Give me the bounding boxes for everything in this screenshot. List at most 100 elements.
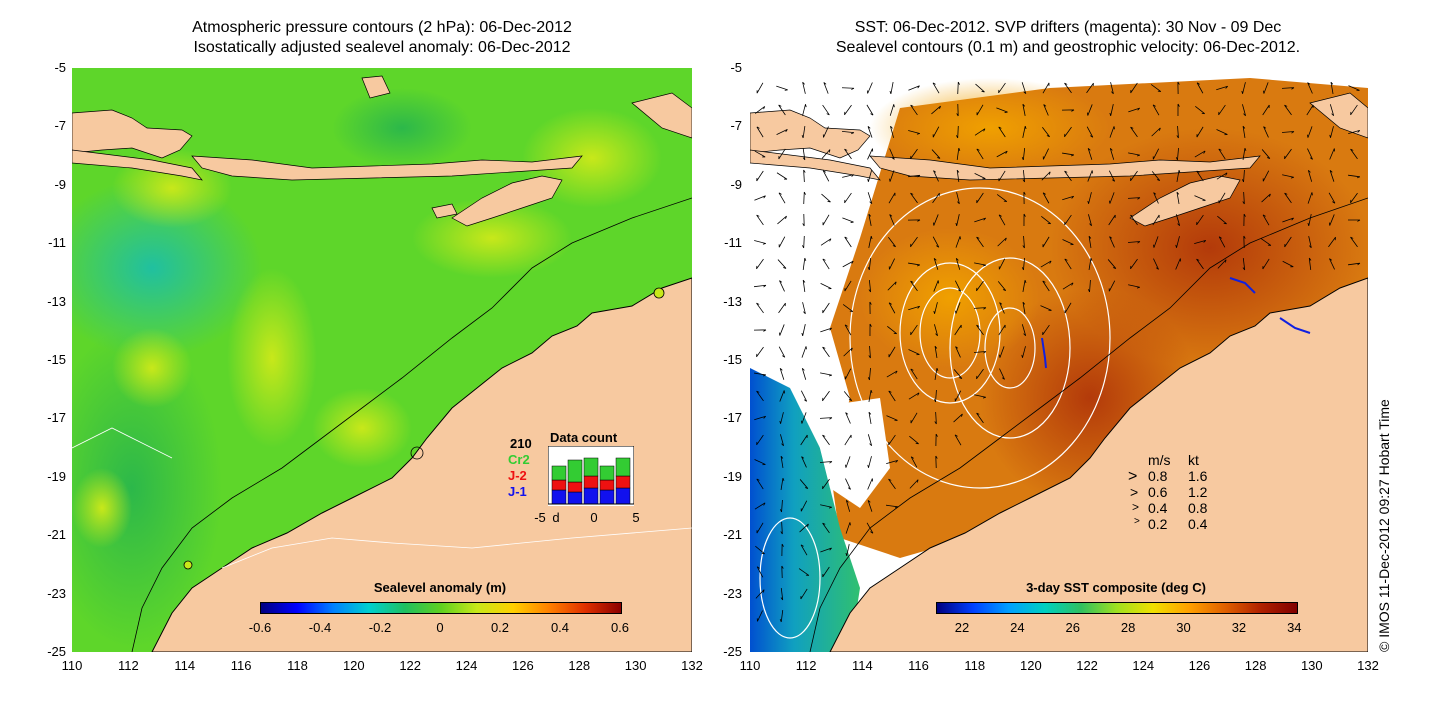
- velocity-arrow: [1088, 214, 1092, 227]
- left-ytick: -7: [54, 118, 66, 134]
- velocity-arrow: [844, 324, 852, 336]
- velocity-arrow: [866, 522, 874, 534]
- velocity-arrow: [1347, 219, 1361, 222]
- left-ytick: -11: [48, 235, 66, 251]
- sla-colorbar-tick: 0.4: [550, 620, 570, 635]
- velocity-arrow: [842, 174, 855, 178]
- right-xtick: 130: [1300, 658, 1323, 673]
- inset-bar: [615, 487, 631, 505]
- left-xtick: 116: [230, 658, 252, 673]
- right-ytick: -17: [723, 410, 742, 426]
- velocity-arrow: [1064, 170, 1072, 182]
- velocity-arrow: [867, 170, 873, 182]
- velocity-arrow: [1109, 192, 1115, 204]
- velocity-arrow: [1130, 214, 1138, 226]
- right-ytick: -5: [730, 60, 742, 75]
- velocity-arrow: [820, 504, 832, 509]
- velocity-arrow: [1306, 104, 1314, 116]
- velocity-arrow: [1216, 129, 1228, 136]
- velocity-arrow: [955, 214, 960, 226]
- velocity-arrow: [888, 236, 896, 248]
- sla-colorbar-tick: -0.2: [368, 620, 392, 635]
- velocity-arrow: [1062, 282, 1074, 290]
- velocity-arrow: [1042, 324, 1050, 336]
- velocity-arrow: [954, 324, 962, 336]
- sst-map[interactable]: m/s kt >0.8 1.6 >0.6 1.2 >0.4 0.8 >0.2 0.4 3-da…: [750, 68, 1368, 652]
- velocity-arrow: [934, 411, 937, 425]
- velocity-arrow: [1151, 127, 1161, 137]
- velocity-arrow: [1196, 214, 1204, 226]
- velocity-arrow: [867, 126, 873, 138]
- right-xtick: 118: [964, 658, 986, 673]
- velocity-arrow: [976, 368, 984, 380]
- velocity-arrow: [1152, 104, 1160, 116]
- velocity-arrow: [1022, 103, 1026, 116]
- velocity-arrow: [800, 544, 808, 556]
- velocity-arrow: [1064, 302, 1072, 314]
- velocity-arrow: [819, 417, 833, 420]
- velocity-arrow: [778, 148, 786, 160]
- sst-timor-island: [1129, 175, 1241, 227]
- velocity-arrow: [756, 434, 764, 446]
- left-xtick: 126: [512, 658, 534, 673]
- velocity-arrow: [1284, 104, 1292, 116]
- velocity-arrow: [1242, 191, 1245, 205]
- velocity-arrow: [801, 126, 806, 139]
- sla-colorbar-tick: 0.6: [610, 620, 630, 635]
- velocity-arrow: [867, 367, 871, 381]
- velocity-arrow: [888, 258, 896, 270]
- sst-colorbar-tick: 30: [1176, 620, 1191, 635]
- velocity-arrow: [908, 392, 920, 400]
- inset-count: 210: [510, 436, 532, 451]
- velocity-arrow: [802, 104, 807, 116]
- velocity-arrow: [822, 478, 830, 490]
- velocity-arrow: [1023, 213, 1026, 227]
- velocity-arrow: [1216, 172, 1228, 180]
- velocity-arrow: [1262, 104, 1270, 116]
- sla-australia: [151, 277, 692, 652]
- velocity-arrow: [956, 147, 961, 160]
- velocity-arrow: [1153, 236, 1159, 248]
- velocity-arrow: [1152, 214, 1160, 226]
- velocity-arrow: [1196, 170, 1204, 182]
- speed-ms: 0.2: [1148, 516, 1168, 532]
- velocity-arrow: [1330, 81, 1334, 94]
- velocity-arrow: [888, 478, 896, 490]
- velocity-arrow: [754, 459, 766, 466]
- velocity-arrow: [756, 390, 764, 402]
- velocity-arrow: [798, 568, 810, 576]
- inset-bar: [599, 489, 615, 505]
- velocity-arrow: [1307, 192, 1313, 204]
- velocity-arrow: [756, 566, 764, 578]
- velocity-arrow: [820, 327, 832, 333]
- velocity-arrow: [1218, 148, 1226, 160]
- right-xtick: 116: [908, 658, 929, 673]
- velocity-arrow: [754, 195, 766, 201]
- velocity-arrow: [973, 351, 987, 354]
- sealevel-anomaly-map[interactable]: 210 Data count Cr2 J-2 J-1 -5 d 0 5 Seal…: [72, 68, 692, 652]
- velocity-arrow: [1109, 147, 1115, 160]
- velocity-arrow: [1175, 214, 1181, 227]
- velocity-arrow: [1242, 147, 1247, 160]
- left-ytick: -25: [47, 644, 66, 659]
- velocity-arrow: [867, 456, 872, 468]
- velocity-arrow: [1348, 262, 1361, 266]
- velocity-arrow: [1087, 148, 1093, 160]
- velocity-arrow: [886, 504, 899, 509]
- velocity-arrow: [974, 262, 987, 267]
- velocity-arrow: [1282, 260, 1294, 268]
- velocity-arrow: [753, 284, 767, 288]
- speed-arrow-glyph: >: [1130, 484, 1139, 500]
- speed-kt: 1.6: [1188, 468, 1208, 484]
- velocity-arrow: [1064, 214, 1072, 226]
- speed-ms: 0.4: [1148, 500, 1168, 516]
- speed-kt: 1.2: [1188, 484, 1208, 500]
- velocity-arrow: [888, 192, 896, 204]
- velocity-arrow: [868, 345, 871, 359]
- velocity-arrow: [1128, 107, 1140, 113]
- velocity-arrow: [888, 346, 896, 358]
- velocity-arrow: [801, 324, 806, 336]
- velocity-arrow: [756, 522, 764, 534]
- velocity-arrow: [1329, 148, 1336, 160]
- velocity-arrow: [867, 434, 873, 447]
